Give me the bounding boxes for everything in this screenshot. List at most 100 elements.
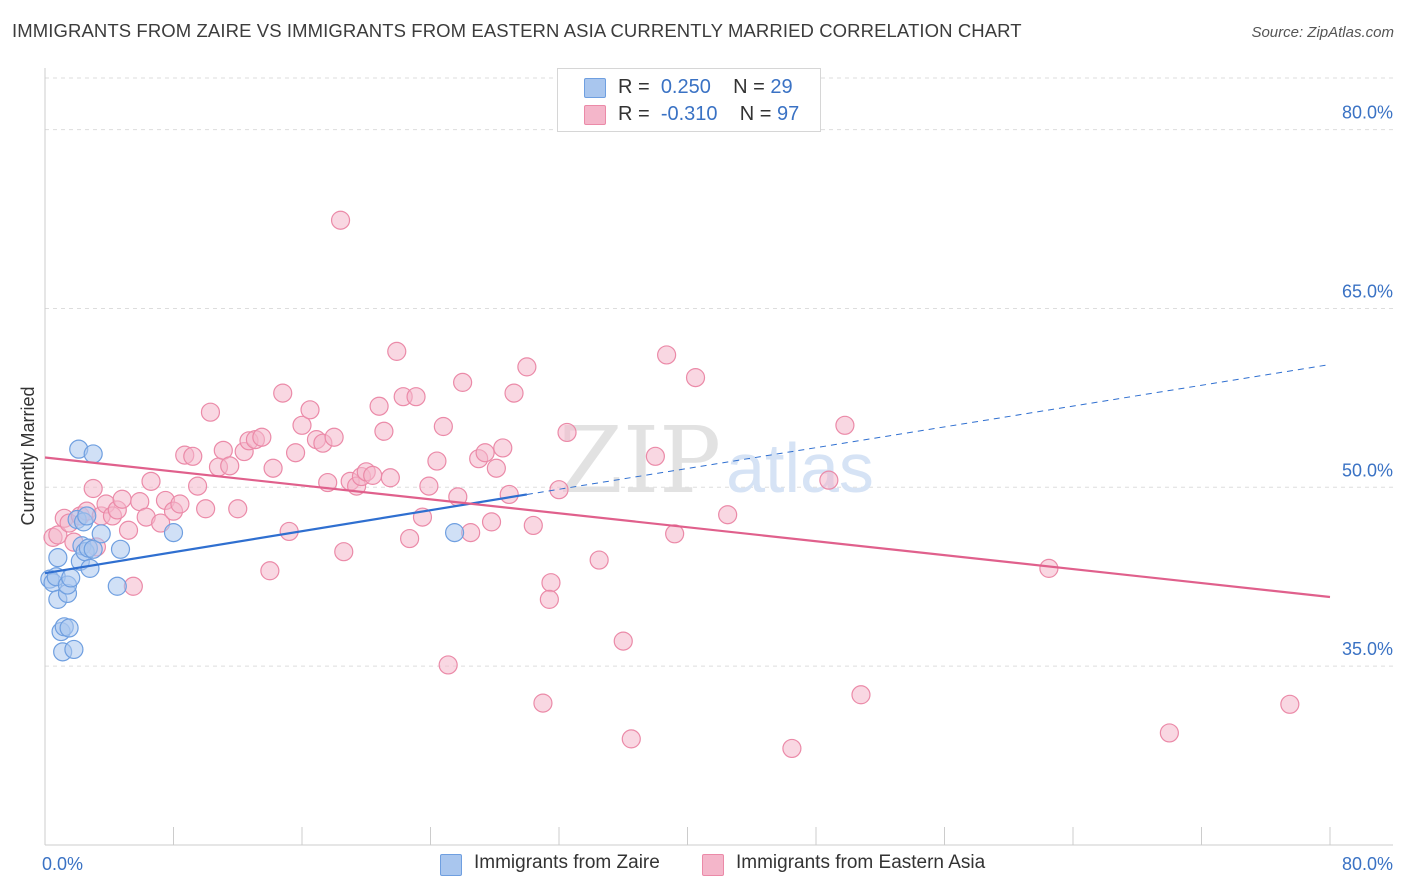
eastern-asia-point (499, 484, 519, 505)
legend-r-label: R = (618, 103, 650, 125)
zaire-point (80, 558, 100, 578)
eastern-asia-point (200, 402, 221, 422)
eastern-asia-point (292, 415, 312, 435)
eastern-asia-point (300, 400, 320, 420)
eastern-asia-point (400, 528, 420, 549)
series-label-zaire: Immigrants from Zaire (474, 852, 660, 873)
zaire-point (107, 576, 127, 596)
legend-r-label: R = (618, 76, 650, 98)
legend-r-value: 0.250 (660, 76, 711, 98)
legend-stats-eastern-asia: R = -0.310 N = 97 (618, 103, 799, 126)
eastern-asia-point (151, 513, 171, 533)
eastern-asia-point (118, 520, 139, 540)
zaire-point (91, 524, 111, 544)
zaire-trend-extension (526, 364, 1331, 495)
legend-n-value: 97 (777, 103, 800, 125)
eastern-asia-point (141, 471, 161, 491)
eastern-asia-point (718, 505, 738, 525)
source-credit: Source: ZipAtlas.com (1251, 24, 1394, 41)
eastern-asia-point (170, 494, 190, 514)
eastern-asia-trend-line (44, 456, 1331, 599)
eastern-asia-point (517, 357, 537, 377)
eastern-asia-point (549, 480, 569, 500)
eastern-asia-point (621, 729, 641, 749)
trend-lines (44, 364, 1331, 599)
eastern-asia-point (123, 576, 143, 596)
y-tick-label: 65.0% (1342, 281, 1393, 301)
zaire-point (61, 568, 81, 588)
zaire-point (64, 639, 84, 660)
gridlines (45, 77, 1393, 667)
eastern-asia-point (461, 523, 481, 543)
eastern-asia-point (1159, 723, 1179, 743)
zaire-point (77, 506, 97, 526)
axes (44, 68, 1393, 846)
zaire-point (444, 523, 465, 543)
eastern-asia-point (541, 573, 561, 593)
series-swatch-zaire (440, 854, 462, 876)
zaire-point (59, 618, 79, 638)
eastern-asia-point (493, 438, 513, 458)
eastern-asia-point (819, 470, 839, 490)
y-tick-label: 50.0% (1342, 460, 1393, 480)
series-swatch-eastern-asia (702, 854, 724, 876)
eastern-asia-point (657, 345, 677, 365)
eastern-asia-point (196, 499, 216, 519)
eastern-asia-point (374, 421, 394, 441)
legend-swatch-eastern-asia (584, 105, 606, 125)
eastern-asia-point (782, 738, 802, 759)
eastern-asia-point (645, 446, 665, 466)
eastern-asia-point (1039, 558, 1059, 578)
eastern-asia-point (589, 550, 609, 570)
eastern-asia-point (685, 368, 706, 388)
eastern-asia-point (427, 451, 447, 471)
eastern-asia-point (453, 372, 473, 392)
eastern-asia-point (438, 655, 458, 675)
watermark-zip: ZIP (559, 407, 721, 514)
correlation-legend: R = 0.250 N = 29 R = -0.310 N = 97 (557, 68, 821, 132)
eastern-asia-point (523, 515, 543, 536)
legend-n-label: N = (739, 103, 772, 125)
eastern-asia-point (613, 631, 633, 651)
chart-title: IMMIGRANTS FROM ZAIRE VS IMMIGRANTS FROM… (12, 20, 1022, 41)
eastern-asia-point (285, 443, 306, 463)
eastern-asia-point (228, 499, 248, 519)
series-label-eastern-asia: Immigrants from Eastern Asia (736, 852, 986, 873)
legend-r-value: -0.310 (660, 103, 718, 125)
eastern-asia-point (475, 443, 495, 463)
x-tick-label: 0.0% (42, 854, 83, 874)
eastern-asia-point (369, 396, 389, 416)
legend-stats-zaire: R = 0.250 N = 29 (618, 76, 793, 99)
y-tick-label: 35.0% (1342, 639, 1393, 659)
legend-n-value: 29 (770, 76, 793, 98)
eastern-asia-point (273, 383, 293, 403)
eastern-asia-point (252, 427, 272, 447)
zaire-point (48, 548, 68, 568)
eastern-asia-point (486, 458, 506, 478)
eastern-asia-point (380, 468, 400, 488)
eastern-asia-point (83, 478, 103, 499)
eastern-asia-point (263, 458, 283, 478)
legend-n-label: N = (733, 76, 765, 98)
eastern-asia-point (187, 476, 208, 496)
eastern-asia-point (539, 589, 559, 609)
eastern-asia-point (334, 542, 354, 562)
tick-labels: 35.0% 50.0% 65.0% 80.0% 0.0% 80.0% (42, 103, 1393, 874)
eastern-asia-point (112, 489, 132, 509)
watermark: ZIP atlas (559, 407, 874, 514)
x-tick-label: 80.0% (1342, 854, 1393, 874)
zaire-point (83, 444, 103, 464)
eastern-asia-point (324, 427, 344, 447)
eastern-asia-point (504, 383, 524, 403)
eastern-asia-point (851, 685, 871, 705)
eastern-asia-point (48, 525, 68, 545)
eastern-asia-point (433, 416, 453, 437)
zaire-trend-line (44, 493, 528, 575)
eastern-asia-point (1280, 694, 1300, 714)
eastern-asia-point (406, 387, 426, 407)
eastern-asia-point (557, 422, 577, 443)
zaire-point (83, 539, 103, 559)
y-tick-label: 80.0% (1342, 103, 1393, 123)
y-axis-label: Currently Married (18, 386, 38, 525)
